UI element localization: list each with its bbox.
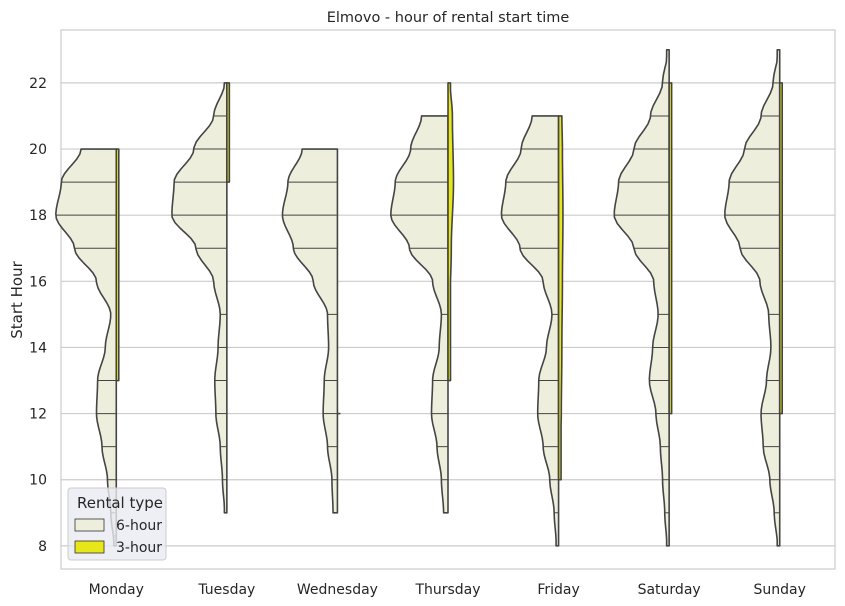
violin-3-hour-tuesday xyxy=(226,82,231,183)
x-tick-label: Wednesday xyxy=(297,582,378,598)
violin-6-hour-friday xyxy=(500,115,560,547)
y-tick-label: 14 xyxy=(29,340,47,356)
y-tick-labels: 8 10 12 14 16 18 20 22 xyxy=(29,76,47,555)
x-tick-labels: Monday Tuesday Wednesday Thursday Friday Satu… xyxy=(89,582,806,598)
y-tick-label: 8 xyxy=(38,539,47,555)
violin-6-hour-tuesday xyxy=(171,82,228,514)
violin-3-hour-friday xyxy=(557,115,564,481)
violin-3-hour-saturday xyxy=(668,82,673,415)
legend-label-6-hour: 6-hour xyxy=(116,518,162,534)
legend: Rental type 6-hour 3-hour xyxy=(67,487,167,561)
violins xyxy=(55,49,784,547)
violin-6-hour-sunday xyxy=(724,49,781,547)
y-tick-label: 22 xyxy=(29,76,47,92)
legend-swatch-6-hour xyxy=(74,518,105,532)
x-tick-label: Friday xyxy=(537,582,579,598)
x-tick-label: Thursday xyxy=(414,582,480,598)
y-tick-label: 16 xyxy=(29,274,47,290)
y-tick-label: 10 xyxy=(29,473,47,489)
x-tick-label: Monday xyxy=(89,582,144,598)
violin-6-hour-wednesday xyxy=(281,148,339,514)
violin-3-hour-monday xyxy=(115,148,120,382)
legend-label-3-hour: 3-hour xyxy=(116,540,162,556)
x-tick-label: Saturday xyxy=(638,582,701,598)
x-tick-label: Sunday xyxy=(754,582,806,598)
violin-6-hour-saturday xyxy=(613,49,670,547)
y-tick-label: 18 xyxy=(29,208,47,224)
violin-3-hour-sunday xyxy=(778,82,784,415)
legend-title: Rental type xyxy=(77,494,163,512)
y-tick-label: 20 xyxy=(29,142,47,158)
y-tick-label: 12 xyxy=(29,407,47,423)
y-axis-label: Start Hour xyxy=(8,260,26,338)
chart-title: Elmovo - hour of rental start time xyxy=(327,10,570,26)
x-tick-label: Tuesday xyxy=(197,582,255,598)
legend-swatch-3-hour xyxy=(74,540,105,554)
violin-3-hour-thursday xyxy=(447,82,455,382)
